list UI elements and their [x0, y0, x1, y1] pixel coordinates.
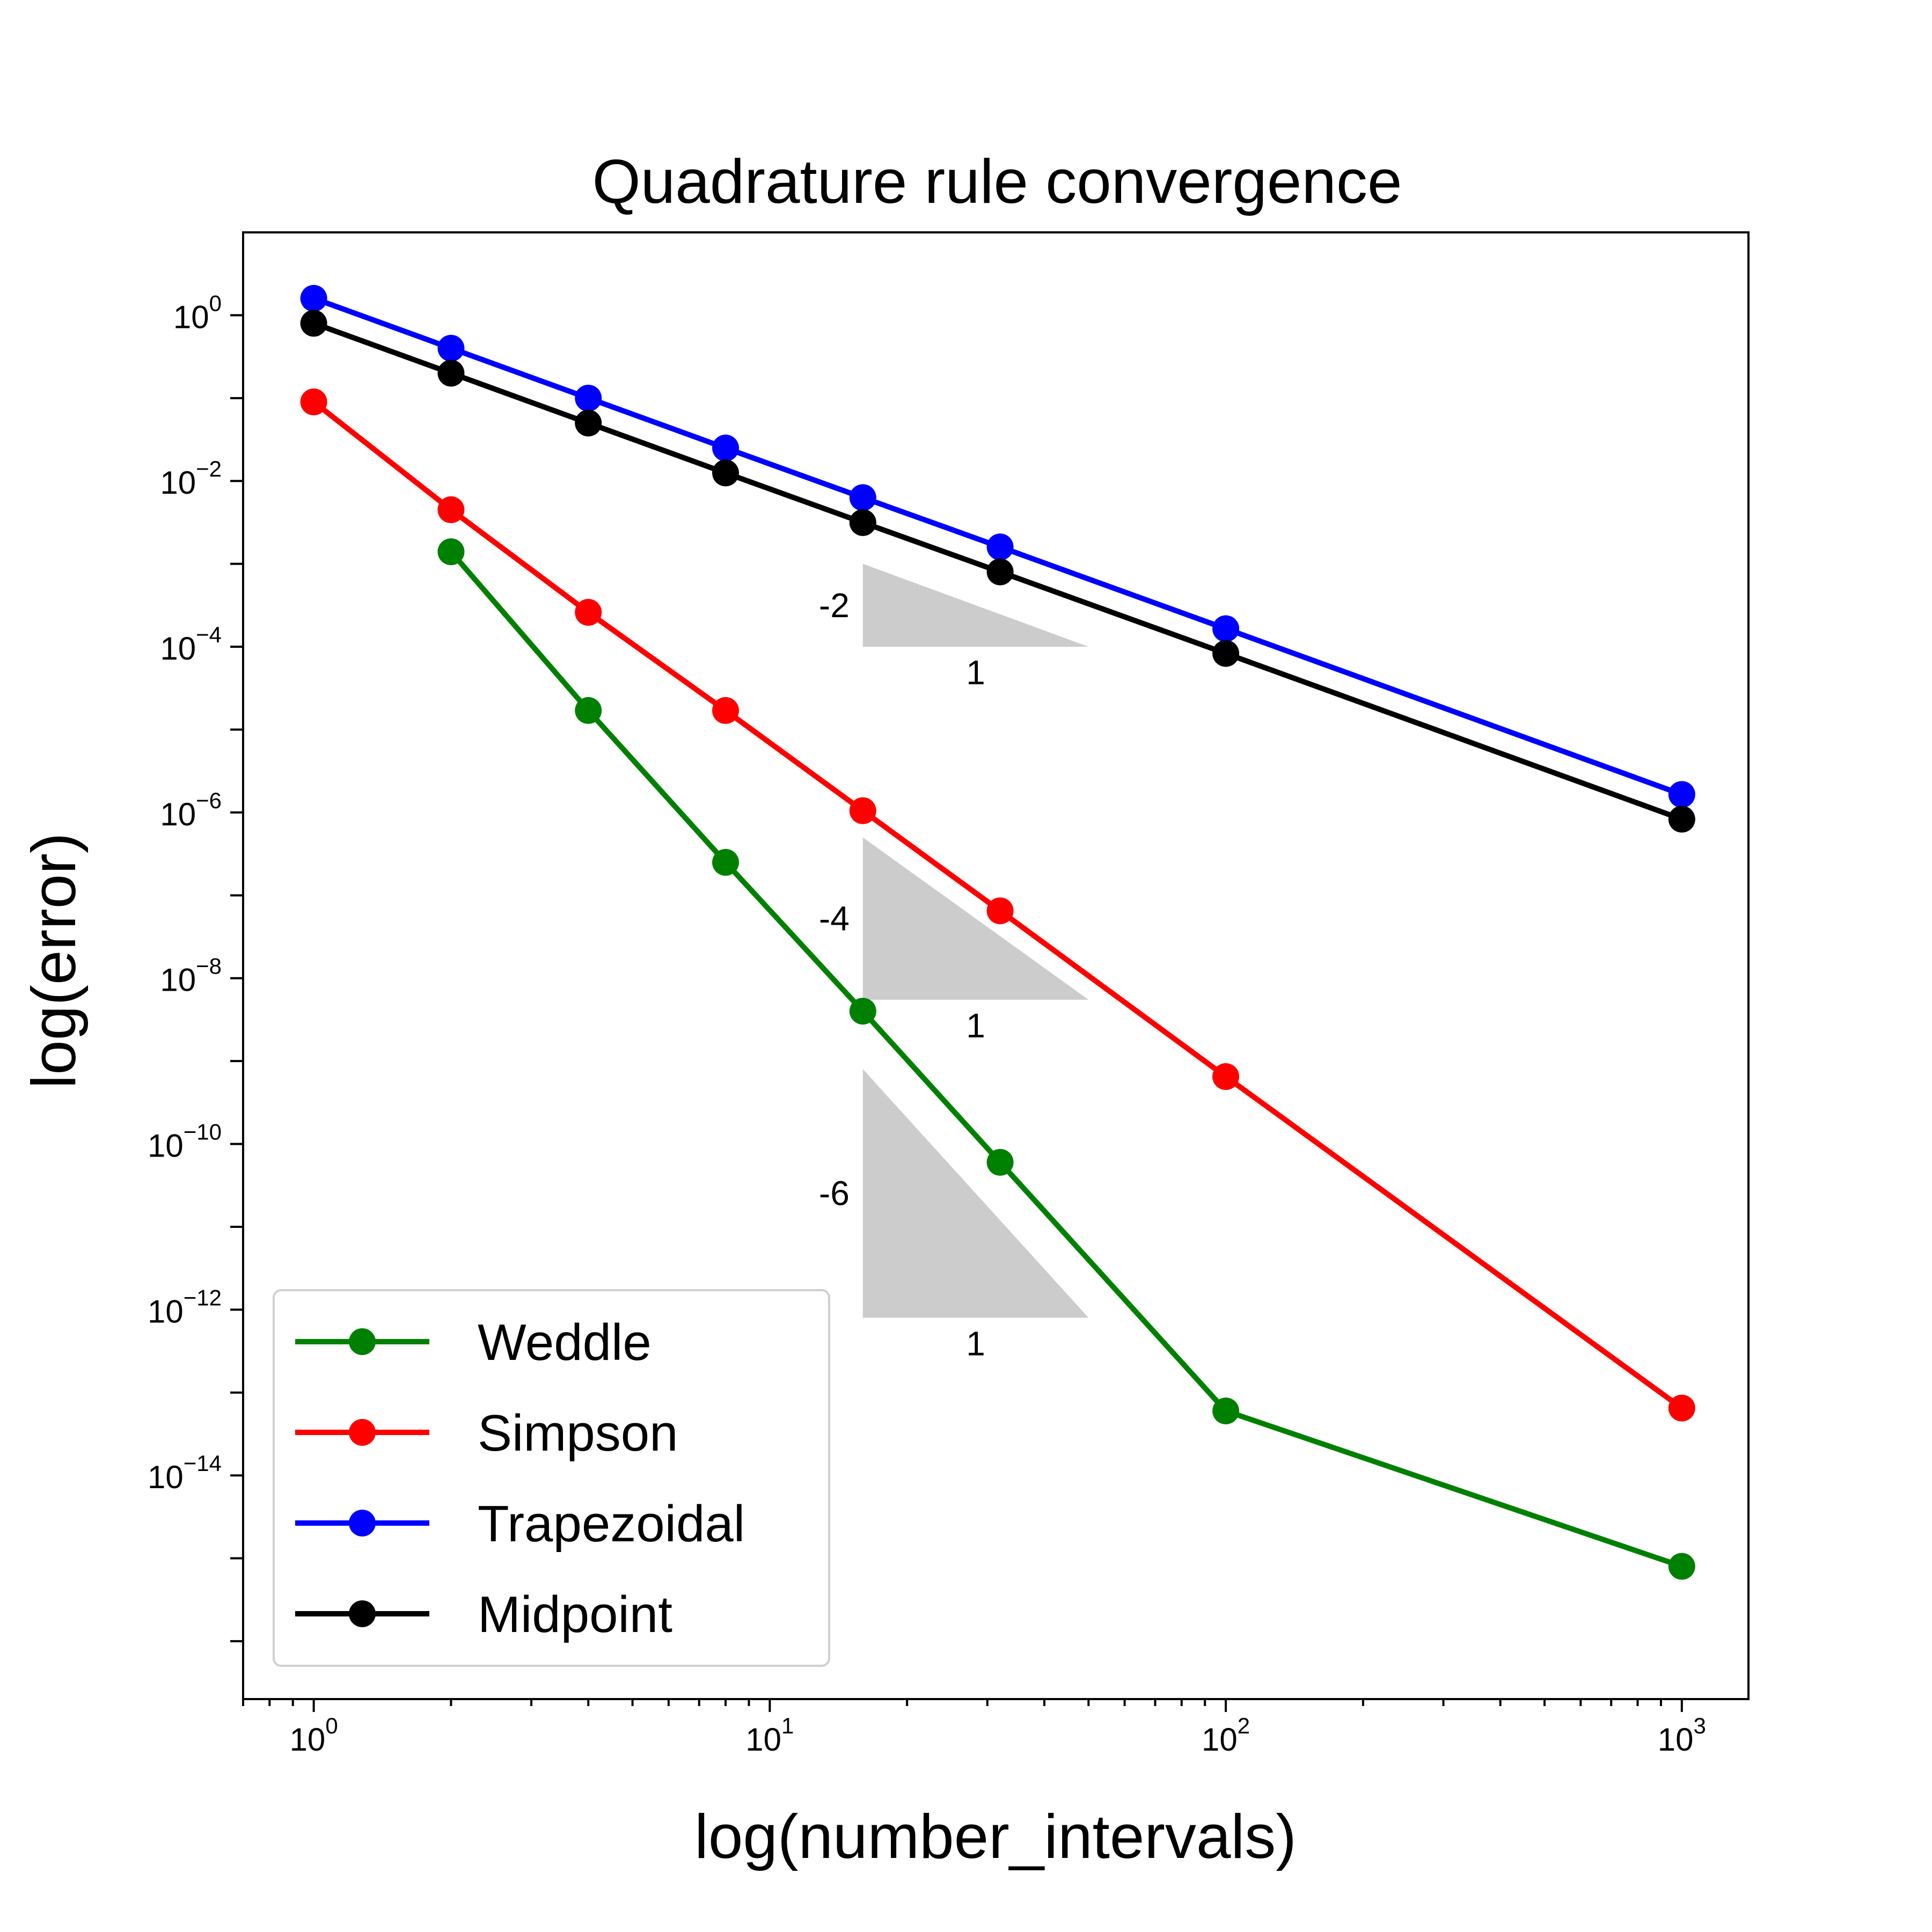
- data-point-midpoint: [849, 509, 876, 536]
- data-point-midpoint: [300, 310, 327, 337]
- data-point-trapezoidal: [300, 284, 327, 312]
- data-point-simpson: [712, 697, 740, 724]
- data-point-midpoint: [712, 459, 740, 487]
- legend-label-weddle: Weddle: [478, 1314, 652, 1371]
- data-point-midpoint: [1668, 806, 1695, 833]
- data-point-simpson: [849, 797, 876, 824]
- data-point-weddle: [1212, 1397, 1240, 1425]
- data-point-weddle: [849, 998, 876, 1025]
- slope-rise-label: -4: [819, 899, 850, 938]
- axis-ticks: 100 101 102 103 100 10−2 10−4 10−6 10−8 10−10 10−1…: [148, 290, 1706, 1758]
- y-tick-label: 100: [173, 290, 222, 335]
- slope-triangle: [862, 837, 1089, 1000]
- chart-title: Quadrature rule convergence: [592, 147, 1402, 216]
- legend-label-trapezoidal: Trapezoidal: [478, 1495, 745, 1553]
- slope-run-label: 1: [966, 653, 985, 692]
- data-point-midpoint: [1212, 640, 1240, 667]
- legend-marker-simpson: [349, 1419, 376, 1446]
- series-line-simpson: [312, 399, 1684, 1410]
- plot-frame: [242, 231, 1750, 1700]
- data-point-trapezoidal: [712, 434, 740, 462]
- y-tick-label: 10−8: [160, 954, 222, 998]
- data-point-simpson: [1668, 1394, 1695, 1422]
- x-axis-label: log(number_intervals): [694, 1802, 1297, 1871]
- legend-marker-trapezoidal: [349, 1510, 376, 1536]
- data-point-weddle: [575, 697, 602, 724]
- legend-label-midpoint: Midpoint: [478, 1586, 672, 1643]
- x-tick-label: 101: [745, 1713, 794, 1758]
- data-point-simpson: [575, 599, 602, 626]
- slope-rise-label: -2: [819, 586, 850, 625]
- data-point-simpson: [300, 388, 327, 415]
- y-tick-label: 10−2: [160, 456, 222, 501]
- series-line-trapezoidal: [312, 296, 1683, 797]
- slope-triangle: [862, 564, 1089, 647]
- data-point-trapezoidal: [986, 533, 1014, 561]
- x-tick-label: 100: [290, 1713, 338, 1758]
- y-axis-label: log(error): [19, 833, 89, 1089]
- x-tick-label: 103: [1658, 1713, 1706, 1758]
- slope-run-label: 1: [966, 1006, 985, 1045]
- data-point-weddle: [986, 1148, 1014, 1176]
- y-tick-label: 10−12: [148, 1285, 222, 1329]
- y-tick-label: 10−14: [148, 1451, 222, 1495]
- slope-triangle: [862, 1069, 1089, 1318]
- slope-rise-label: -6: [819, 1174, 850, 1213]
- data-point-trapezoidal: [1668, 781, 1695, 808]
- data-point-trapezoidal: [575, 384, 602, 412]
- y-tick-label: 10−4: [160, 622, 222, 667]
- data-point-trapezoidal: [849, 484, 876, 511]
- data-point-midpoint: [986, 558, 1014, 586]
- data-point-trapezoidal: [1212, 615, 1240, 642]
- data-point-trapezoidal: [437, 334, 465, 362]
- plot-area: -2 1 -4 1 -6 1: [300, 284, 1695, 1580]
- legend-marker-midpoint: [349, 1600, 376, 1627]
- data-point-simpson: [986, 897, 1014, 925]
- data-point-weddle: [1668, 1553, 1695, 1580]
- data-point-midpoint: [575, 409, 602, 437]
- legend: Weddle Simpson Trapezoidal Midpoint: [273, 1289, 830, 1667]
- data-point-weddle: [712, 848, 740, 876]
- x-tick-label: 102: [1202, 1713, 1250, 1758]
- data-point-midpoint: [437, 360, 465, 387]
- legend-marker-weddle: [349, 1328, 376, 1355]
- data-point-weddle: [437, 538, 465, 566]
- data-point-simpson: [1212, 1063, 1240, 1091]
- y-tick-label: 10−10: [148, 1119, 222, 1164]
- y-tick-label: 10−6: [160, 788, 222, 832]
- data-point-simpson: [437, 496, 465, 523]
- series-line-midpoint: [312, 320, 1683, 822]
- legend-label-simpson: Simpson: [478, 1404, 678, 1462]
- legend-box: [273, 1289, 830, 1667]
- slope-run-label: 1: [966, 1324, 985, 1363]
